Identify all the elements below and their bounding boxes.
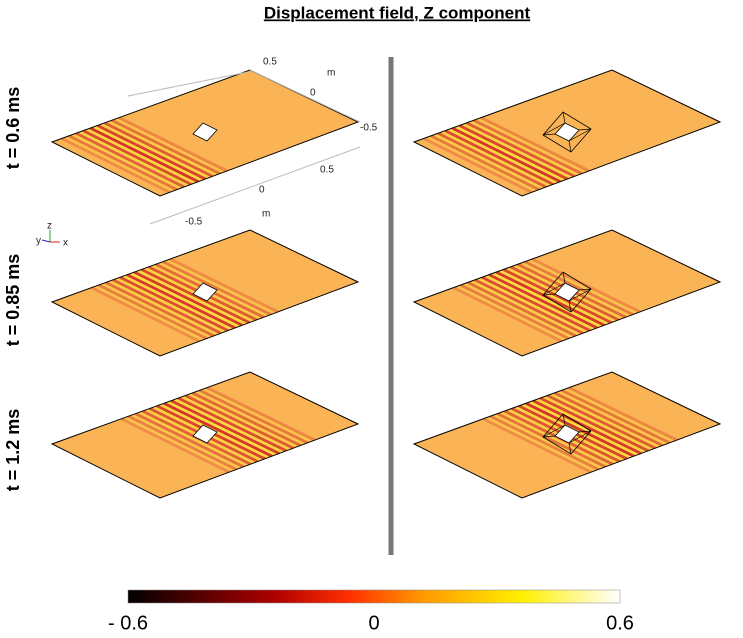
axis-label: 0	[310, 88, 316, 99]
row-label: t = 0.85 ms	[3, 254, 23, 347]
plate	[414, 372, 720, 498]
colorbar-label: 0	[368, 612, 379, 634]
axis-label: -0.5	[185, 217, 203, 228]
page: {"title": "Displacement field, Z compone…	[0, 0, 743, 638]
axis-label: 0.5	[320, 165, 334, 176]
triad: y z x	[36, 221, 68, 249]
plates	[52, 70, 720, 498]
axis-label: m	[327, 68, 335, 79]
colorbar-label: 0.6	[606, 612, 634, 634]
row-label: t = 1.2 ms	[3, 409, 23, 492]
colorbar	[128, 590, 620, 603]
plate	[52, 372, 358, 498]
plate	[414, 230, 720, 356]
axis-label: m	[262, 209, 270, 220]
axis-label: -0.5	[360, 123, 378, 134]
colorbar-label: - 0.6	[108, 612, 148, 634]
plate	[414, 70, 720, 196]
triad-label: z	[47, 221, 52, 232]
triad-axis	[42, 240, 50, 242]
axis-label: 0.5	[263, 57, 277, 68]
title: Displacement field, Z component	[264, 3, 531, 22]
row-label: t = 0.6 ms	[3, 87, 23, 170]
axis-label: 0	[259, 185, 265, 196]
plate	[52, 230, 358, 356]
triad-label: x	[63, 238, 68, 249]
figure: Displacement field, Z component t = 0.6 …	[0, 0, 743, 638]
triad-label: y	[36, 236, 41, 247]
